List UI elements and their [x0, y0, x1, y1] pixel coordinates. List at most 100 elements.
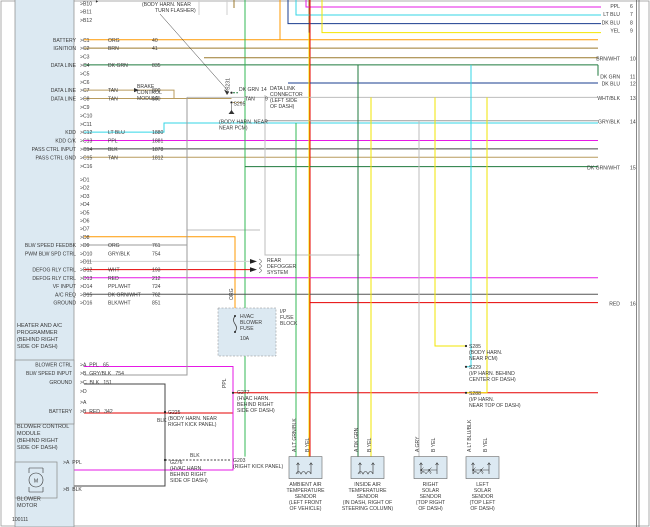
- svg-text:BATTERY: BATTERY: [49, 409, 73, 415]
- svg-text:BRN/WHT: BRN/WHT: [596, 56, 620, 62]
- svg-text:10A: 10A: [240, 336, 250, 342]
- svg-text:BLOCK: BLOCK: [280, 321, 298, 327]
- svg-text:>C2: >C2: [80, 46, 90, 52]
- svg-text:>A PPL 65: >A PPL 65: [80, 363, 109, 369]
- svg-text:PPL: PPL: [108, 139, 118, 145]
- svg-text:RIGHT KICK PANEL): RIGHT KICK PANEL): [168, 422, 217, 428]
- svg-text:MOTOR: MOTOR: [17, 503, 37, 509]
- svg-text:>C BLK 151: >C BLK 151: [80, 380, 112, 386]
- svg-text:>B12: >B12: [80, 18, 92, 24]
- svg-text:>C4: >C4: [80, 63, 90, 69]
- svg-text:IGNITION: IGNITION: [53, 46, 76, 52]
- svg-text:>D14: >D14: [80, 284, 92, 290]
- svg-text:HEATER AND A/C: HEATER AND A/C: [17, 323, 62, 329]
- svg-text:A GRY: A GRY: [415, 436, 421, 452]
- svg-text:>B11: >B11: [80, 10, 92, 16]
- svg-text:RED: RED: [108, 276, 119, 282]
- svg-text:>C11: >C11: [80, 122, 92, 128]
- svg-text:>D15: >D15: [80, 292, 92, 298]
- svg-text:B YEL: B YEL: [431, 437, 437, 452]
- svg-text:WHT: WHT: [108, 268, 120, 274]
- svg-text:PWM BLW SPD CTRL: PWM BLW SPD CTRL: [25, 251, 76, 257]
- svg-text:S295: S295: [234, 102, 246, 108]
- svg-text:>D13: >D13: [80, 276, 92, 282]
- svg-text:>C16: >C16: [80, 164, 92, 170]
- svg-text:15: 15: [630, 165, 636, 171]
- svg-text:40: 40: [152, 38, 158, 44]
- svg-text:>D12: >D12: [80, 268, 92, 274]
- svg-text:1878: 1878: [152, 147, 163, 153]
- svg-text:7: 7: [630, 12, 633, 18]
- svg-text:TURN FLASHER): TURN FLASHER): [155, 8, 196, 14]
- svg-text:>D6: >D6: [80, 219, 90, 225]
- svg-text:TAN: TAN: [108, 97, 118, 103]
- svg-text:MODULE: MODULE: [17, 431, 41, 437]
- svg-text:SIDE OF DASH): SIDE OF DASH): [170, 478, 208, 484]
- svg-text:OF VEHICLE): OF VEHICLE): [290, 506, 322, 512]
- svg-text:PPL/WHT: PPL/WHT: [108, 284, 131, 290]
- svg-text:>A PPL: >A PPL: [63, 460, 82, 466]
- svg-text:FUSE: FUSE: [240, 326, 254, 332]
- svg-text:KDD C/K: KDD C/K: [55, 139, 76, 145]
- svg-text:14: 14: [261, 87, 267, 93]
- svg-text:BLOWER CONTROL: BLOWER CONTROL: [17, 424, 69, 430]
- svg-text:11: 11: [630, 75, 635, 81]
- svg-text:DK GRN/WHT: DK GRN/WHT: [108, 292, 141, 298]
- svg-text:724: 724: [152, 284, 161, 290]
- svg-text:762: 762: [152, 292, 161, 298]
- svg-text:>D5: >D5: [80, 210, 90, 216]
- svg-text:1881: 1881: [152, 139, 163, 145]
- svg-text:800: 800: [152, 88, 161, 94]
- svg-text:>D10: >D10: [80, 251, 92, 257]
- svg-text:TAN: TAN: [108, 88, 118, 94]
- svg-text:10: 10: [630, 56, 636, 62]
- svg-text:(BEHIND RIGHT: (BEHIND RIGHT: [17, 438, 59, 444]
- svg-text:12: 12: [630, 82, 636, 88]
- svg-text:>D4: >D4: [80, 202, 90, 208]
- svg-text:>D2: >D2: [80, 186, 90, 192]
- svg-text:WHT/BLK: WHT/BLK: [597, 96, 620, 102]
- svg-text:GROUND: GROUND: [49, 380, 72, 386]
- svg-text:>B BLK: >B BLK: [63, 487, 82, 493]
- svg-text:761: 761: [152, 243, 161, 249]
- svg-text:754: 754: [152, 251, 161, 257]
- svg-text:9: 9: [630, 29, 633, 35]
- svg-text:>D: >D: [80, 389, 87, 395]
- svg-text:(RIGHT KICK PANEL): (RIGHT KICK PANEL): [233, 464, 283, 470]
- svg-text:BLOWER CTRL: BLOWER CTRL: [35, 363, 72, 369]
- svg-text:A LT BLU/BLK: A LT BLU/BLK: [467, 419, 473, 452]
- svg-text:1880: 1880: [152, 130, 163, 136]
- svg-text:M: M: [34, 479, 38, 485]
- svg-text:14: 14: [630, 119, 636, 125]
- svg-text:PASS CTRL GND: PASS CTRL GND: [36, 155, 77, 161]
- svg-text:GRY/BLK: GRY/BLK: [598, 119, 621, 125]
- svg-text:(BEHIND RIGHT: (BEHIND RIGHT: [17, 337, 59, 343]
- svg-text:BLOWER: BLOWER: [17, 497, 41, 503]
- svg-text:OF DASH): OF DASH): [418, 506, 443, 512]
- svg-text:PASS CTRL INPUT: PASS CTRL INPUT: [32, 147, 76, 153]
- svg-text:NEAR PCM): NEAR PCM): [219, 126, 248, 132]
- svg-text:>D3: >D3: [80, 194, 90, 200]
- svg-text:STEERING COLUMN): STEERING COLUMN): [342, 506, 394, 512]
- svg-text:>D16: >D16: [80, 301, 92, 307]
- svg-text:>D8: >D8: [80, 235, 90, 241]
- svg-text:>C9: >C9: [80, 105, 90, 111]
- svg-text:OF DASH): OF DASH): [470, 506, 495, 512]
- svg-text:ORG: ORG: [108, 243, 120, 249]
- svg-text:S231: S231: [226, 78, 232, 90]
- svg-text:TAN: TAN: [108, 155, 118, 161]
- svg-text:DEFOG RLY CTRL: DEFOG RLY CTRL: [32, 276, 76, 282]
- svg-text:DK GRN/WHT: DK GRN/WHT: [587, 165, 620, 171]
- svg-text:BLK/WHT: BLK/WHT: [108, 301, 131, 307]
- svg-text:DATA LINE: DATA LINE: [51, 88, 77, 94]
- svg-text:BLK: BLK: [190, 453, 200, 459]
- svg-text:GROUND: GROUND: [53, 301, 76, 307]
- svg-text:9: 9: [265, 97, 268, 103]
- svg-text:VF INPUT: VF INPUT: [53, 284, 76, 290]
- svg-text:OF DASH): OF DASH): [270, 104, 295, 110]
- svg-text:8: 8: [630, 20, 633, 26]
- svg-text:DK GRN: DK GRN: [600, 75, 620, 81]
- svg-text:PROGRAMMER: PROGRAMMER: [17, 330, 58, 336]
- svg-text:YEL: YEL: [610, 29, 620, 35]
- svg-text:193: 193: [152, 268, 161, 274]
